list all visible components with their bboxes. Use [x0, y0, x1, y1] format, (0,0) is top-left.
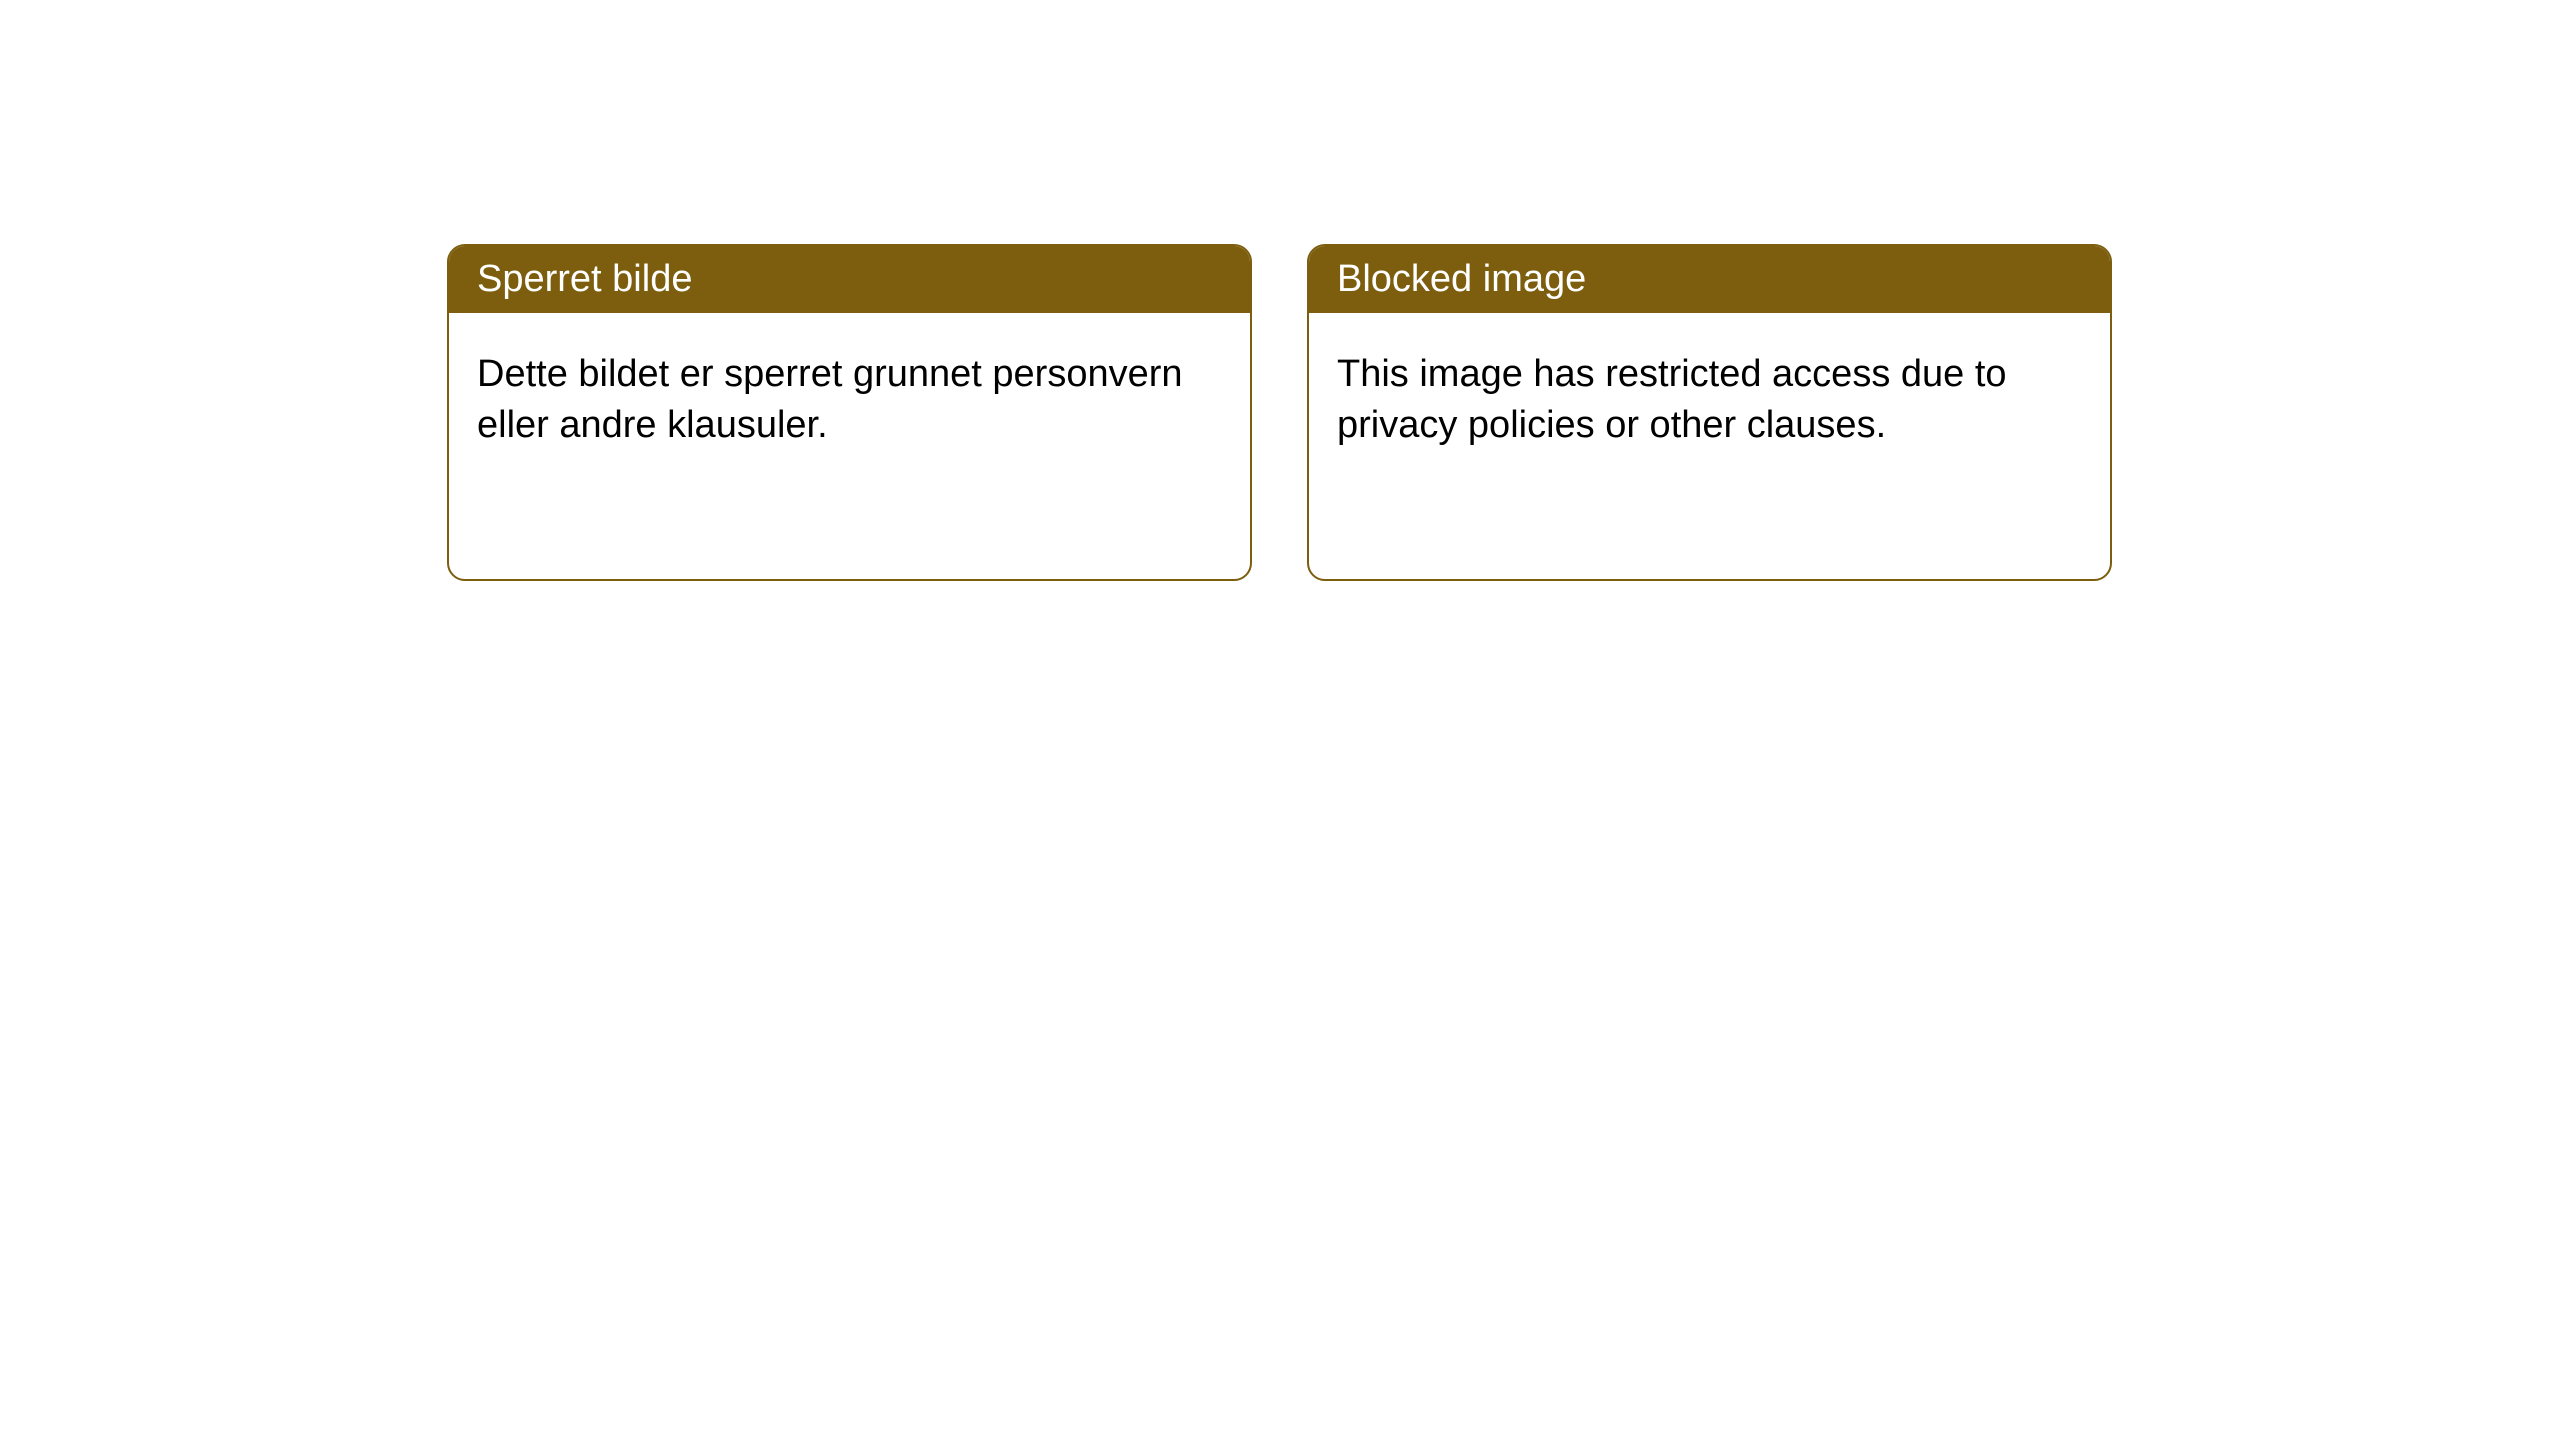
notice-title-english: Blocked image — [1309, 246, 2110, 313]
notice-card-english: Blocked image This image has restricted … — [1307, 244, 2112, 581]
notice-body-norwegian: Dette bildet er sperret grunnet personve… — [449, 313, 1250, 488]
notice-container: Sperret bilde Dette bildet er sperret gr… — [0, 0, 2560, 581]
notice-title-norwegian: Sperret bilde — [449, 246, 1250, 313]
notice-card-norwegian: Sperret bilde Dette bildet er sperret gr… — [447, 244, 1252, 581]
notice-body-english: This image has restricted access due to … — [1309, 313, 2110, 488]
